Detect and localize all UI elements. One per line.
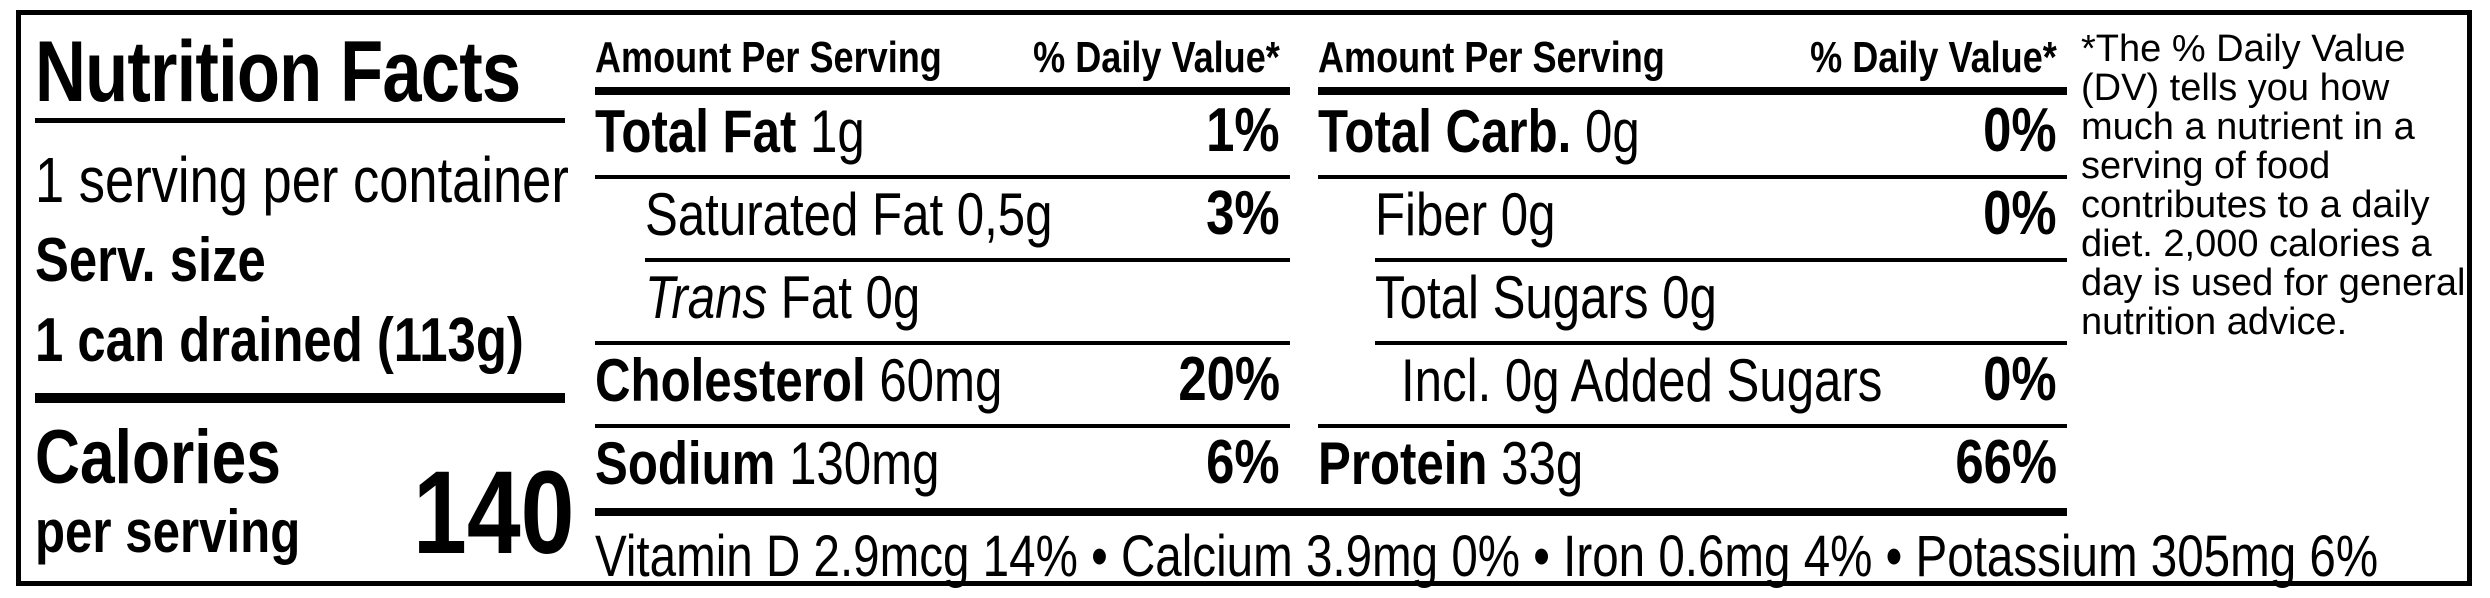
- serving-size-label: Serv. size: [35, 226, 266, 295]
- servings-per-container: 1 serving per container: [35, 144, 569, 216]
- thick-divider: [35, 393, 565, 403]
- left-row-trans-fat: Trans Fat 0g: [645, 264, 921, 331]
- right-row-added-sugars: Incl. 0g Added Sugars: [1401, 347, 1883, 414]
- row-divider: [595, 424, 1290, 428]
- left-row-total-fat-dv: 1%: [1206, 96, 1280, 165]
- vitamins-rule: [595, 508, 2067, 516]
- nutrition-facts-title: Nutrition Facts: [35, 24, 521, 120]
- left-header-dv: % Daily Value*: [1033, 33, 1280, 82]
- vitamins-minerals-line: Vitamin D 2.9mcg 14% • Calcium 3.9mg 0% …: [595, 524, 2379, 589]
- right-row-total-carb-dv: 0%: [1983, 96, 2057, 165]
- left-header-rule: [595, 87, 1290, 95]
- left-row-sodium-dv: 6%: [1206, 428, 1280, 497]
- right-row-fiber: Fiber 0g: [1375, 181, 1556, 248]
- divider: [35, 118, 565, 123]
- right-header-dv: % Daily Value*: [1810, 33, 2057, 82]
- left-row-total-fat: Total Fat 1g: [595, 98, 865, 165]
- row-divider: [1375, 258, 2067, 262]
- nutrition-facts-panel: Nutrition Facts 1 serving per container …: [16, 10, 2472, 589]
- left-row-saturated-fat-dv: 3%: [1206, 179, 1280, 248]
- row-divider: [595, 175, 1290, 179]
- calories-value: 140: [413, 447, 575, 579]
- calories-label: Calories: [35, 415, 281, 500]
- row-divider: [1318, 424, 2067, 428]
- row-divider: [595, 341, 1290, 345]
- left-row-saturated-fat: Saturated Fat 0,5g: [645, 181, 1053, 248]
- right-row-protein: Protein 33g: [1318, 430, 1584, 497]
- right-row-added-sugars-dv: 0%: [1983, 345, 2057, 414]
- right-row-fiber-dv: 0%: [1983, 179, 2057, 248]
- left-row-sodium: Sodium 130mg: [595, 430, 940, 497]
- row-divider: [1375, 341, 2067, 345]
- right-row-total-carb: Total Carb. 0g: [1318, 98, 1640, 165]
- left-header-amount: Amount Per Serving: [595, 33, 942, 82]
- left-row-cholesterol: Cholesterol 60mg: [595, 347, 1003, 414]
- daily-value-footnote: *The % Daily Value (DV) tells you how mu…: [2081, 28, 2466, 343]
- row-divider: [645, 258, 1290, 262]
- left-row-cholesterol-dv: 20%: [1178, 345, 1280, 414]
- right-header-amount: Amount Per Serving: [1318, 33, 1665, 82]
- row-divider: [1318, 175, 2067, 179]
- serving-size-value: 1 can drained (113g): [35, 306, 524, 375]
- right-row-protein-dv: 66%: [1955, 428, 2057, 497]
- right-header-rule: [1318, 87, 2067, 95]
- calories-per-serving-label: per serving: [35, 498, 301, 565]
- right-row-total-sugars: Total Sugars 0g: [1375, 264, 1717, 331]
